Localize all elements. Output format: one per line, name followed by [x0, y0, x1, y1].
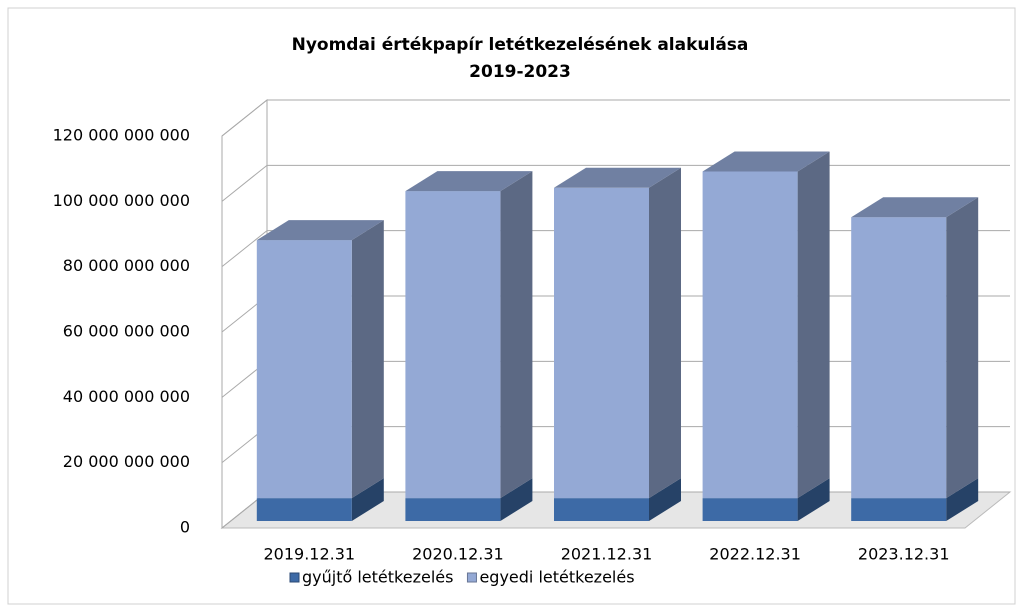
y-tick-label: 120 000 000 000: [53, 126, 190, 145]
legend-swatch: [466, 572, 477, 583]
x-tick-label: 2020.12.31: [412, 545, 504, 564]
bar-side: [649, 478, 681, 521]
y-tick-label: 60 000 000 000: [63, 322, 190, 341]
legend-label: egyedi letétkezelés: [479, 568, 634, 587]
bar-top: [702, 151, 830, 172]
legend-label: gyűjtő letétkezelés: [302, 568, 453, 587]
bar: [554, 187, 649, 499]
x-tick-label: 2019.12.31: [263, 545, 355, 564]
bar-side: [797, 478, 830, 521]
bar: [851, 498, 947, 521]
y-tick-label: 80 000 000 000: [63, 256, 190, 275]
bar-top: [554, 167, 681, 188]
bar-side: [500, 171, 533, 499]
grid-line: [221, 99, 1010, 137]
chart-subtitle: 2019-2023: [469, 62, 571, 82]
y-tick-label: 100 000 000 000: [53, 191, 190, 210]
bar-side: [351, 220, 384, 499]
bar: [851, 217, 947, 499]
bar-top: [256, 220, 384, 241]
bar-side: [797, 151, 830, 499]
bar-side: [500, 478, 533, 521]
bar: [702, 171, 798, 499]
x-tick-label: 2021.12.31: [561, 545, 653, 564]
bar-top: [851, 197, 979, 218]
y-tick-label: 0: [180, 518, 190, 537]
bar-top: [405, 171, 533, 192]
bar-side: [351, 478, 384, 521]
chart-title: Nyomdai értékpapír letétkezelésének alak…: [292, 35, 749, 55]
legend-swatch: [289, 572, 300, 583]
y-tick-label: 20 000 000 000: [63, 452, 190, 471]
bar: [256, 498, 352, 521]
bar: [256, 240, 352, 499]
bar-side: [649, 167, 681, 499]
bar: [702, 498, 798, 521]
bar: [405, 498, 501, 521]
x-tick-label: 2023.12.31: [858, 545, 950, 564]
bar-side: [946, 197, 979, 499]
bar-side: [946, 478, 979, 521]
y-tick-label: 40 000 000 000: [63, 387, 190, 406]
bar: [405, 191, 501, 499]
bar: [554, 498, 649, 521]
x-tick-label: 2022.12.31: [709, 545, 801, 564]
